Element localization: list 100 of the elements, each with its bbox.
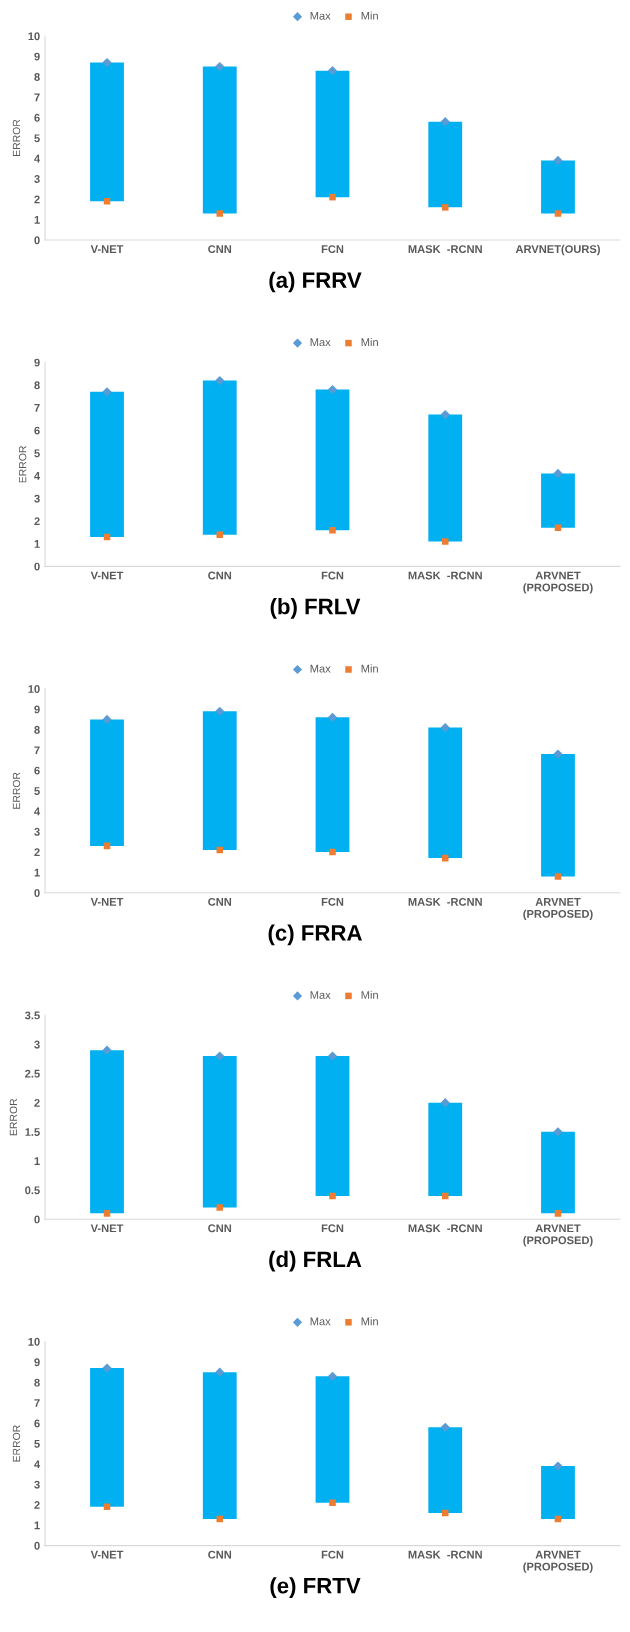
y-axis-title: ERROR (18, 446, 27, 483)
point (441, 854, 449, 862)
x-tick-label: FCN (321, 1550, 344, 1559)
y-tick-label: 6 (34, 766, 40, 775)
y-tick-label: 2 (34, 1098, 40, 1107)
bar (90, 719, 124, 846)
y-tick-label: 7 (34, 93, 40, 102)
x-tick-label: V-NET (90, 1550, 124, 1559)
point (329, 1192, 336, 1200)
y-tick-label: 8 (34, 1378, 40, 1387)
bar (202, 1056, 237, 1208)
point (215, 375, 225, 386)
text: (e) FRTV (270, 1577, 361, 1598)
point (329, 1499, 336, 1507)
y-tick-label: 0 (34, 562, 40, 571)
y-tick-label: 5 (34, 449, 40, 458)
y-tick-label: 10 (28, 685, 40, 693)
point (553, 749, 563, 759)
point (327, 66, 338, 76)
x-tick-label: V-NET (90, 571, 124, 580)
y-tick-label: 8 (34, 381, 40, 390)
text: (d) FRLA (269, 1250, 362, 1272)
point (102, 1045, 112, 1055)
y-tick-label: 4 (34, 1460, 41, 1469)
bar (541, 1466, 575, 1520)
bar (315, 389, 350, 531)
legend-label: Max (310, 1317, 331, 1326)
point (327, 384, 338, 395)
x-tick-label: CNN (208, 897, 232, 906)
x-tick-label: ARVNET (PROPOSED) (523, 1550, 593, 1573)
text: (c) FRRA (268, 924, 362, 946)
point (327, 712, 338, 722)
point (329, 848, 336, 856)
x-tick-label: FCN (321, 571, 344, 580)
y-tick-label: 0.5 (25, 1186, 40, 1195)
point (440, 1098, 450, 1108)
point (215, 706, 225, 716)
bar (90, 1050, 124, 1214)
point (102, 1363, 112, 1373)
y-tick-label: 8 (34, 725, 40, 734)
y-tick-label: 9 (34, 358, 40, 367)
y-tick-label: 6 (34, 426, 40, 435)
point (216, 531, 224, 538)
x-tick-label: V-NET (90, 245, 124, 253)
point (554, 873, 562, 880)
x-tick-label: CNN (208, 1550, 232, 1559)
legend-label: Max (310, 664, 331, 673)
y-tick-label: 4 (34, 807, 41, 816)
y-tick-label: 6 (34, 1419, 40, 1428)
x-tick-label: CNN (208, 571, 232, 580)
bar (541, 160, 575, 214)
point (441, 204, 449, 211)
y-tick-label: 3 (34, 1480, 40, 1489)
bar (202, 1372, 237, 1520)
legend-label: Max (310, 338, 331, 347)
point (102, 714, 112, 725)
y-tick-label: 1 (34, 1521, 40, 1530)
legend-label: Max (310, 991, 331, 999)
point (215, 1051, 225, 1061)
point (327, 1371, 338, 1381)
y-tick-label: 1 (34, 540, 40, 548)
y-tick-label: 5 (34, 1439, 40, 1448)
y-tick-label: 2.5 (25, 1069, 40, 1078)
bar (90, 1368, 124, 1507)
x-tick-label: MASK -RCNN (408, 571, 482, 580)
legend-label: Min (361, 664, 378, 673)
y-tick-label: 10 (28, 1337, 40, 1346)
y-tick-label: 0 (34, 1215, 40, 1224)
x-tick-label: MASK -RCNN (408, 1224, 482, 1233)
x-tick-label: V-NET (90, 898, 124, 906)
point (327, 1051, 338, 1061)
point (554, 1210, 562, 1217)
x-tick-label: CNN (208, 1224, 232, 1233)
bar (202, 380, 237, 535)
bar (428, 727, 463, 859)
y-tick-label: 1 (34, 868, 40, 877)
bar (90, 391, 124, 537)
point (103, 1210, 111, 1217)
point (440, 117, 450, 127)
y-tick-label: 5 (34, 787, 40, 795)
y-tick-label: 9 (34, 52, 40, 61)
y-tick-label: 4 (34, 472, 41, 480)
y-tick-label: 0 (34, 236, 40, 245)
x-tick-label: FCN (321, 1224, 344, 1233)
point (554, 210, 562, 217)
y-tick-label: 7 (34, 746, 40, 755)
legend-label: Min (361, 11, 378, 20)
x-tick-label: FCN (321, 245, 344, 254)
y-tick-label: 4 (34, 154, 41, 163)
bar (315, 717, 350, 852)
y-axis-title: ERROR (12, 119, 21, 156)
legend-label: Max (310, 11, 331, 20)
point (440, 722, 450, 733)
y-tick-label: 3 (34, 494, 40, 503)
y-tick-label: 1 (34, 215, 40, 224)
point (553, 1127, 563, 1137)
y-tick-label: 5 (34, 134, 40, 143)
x-tick-label: MASK -RCNN (408, 245, 482, 254)
point (215, 1367, 225, 1377)
point (215, 61, 225, 72)
